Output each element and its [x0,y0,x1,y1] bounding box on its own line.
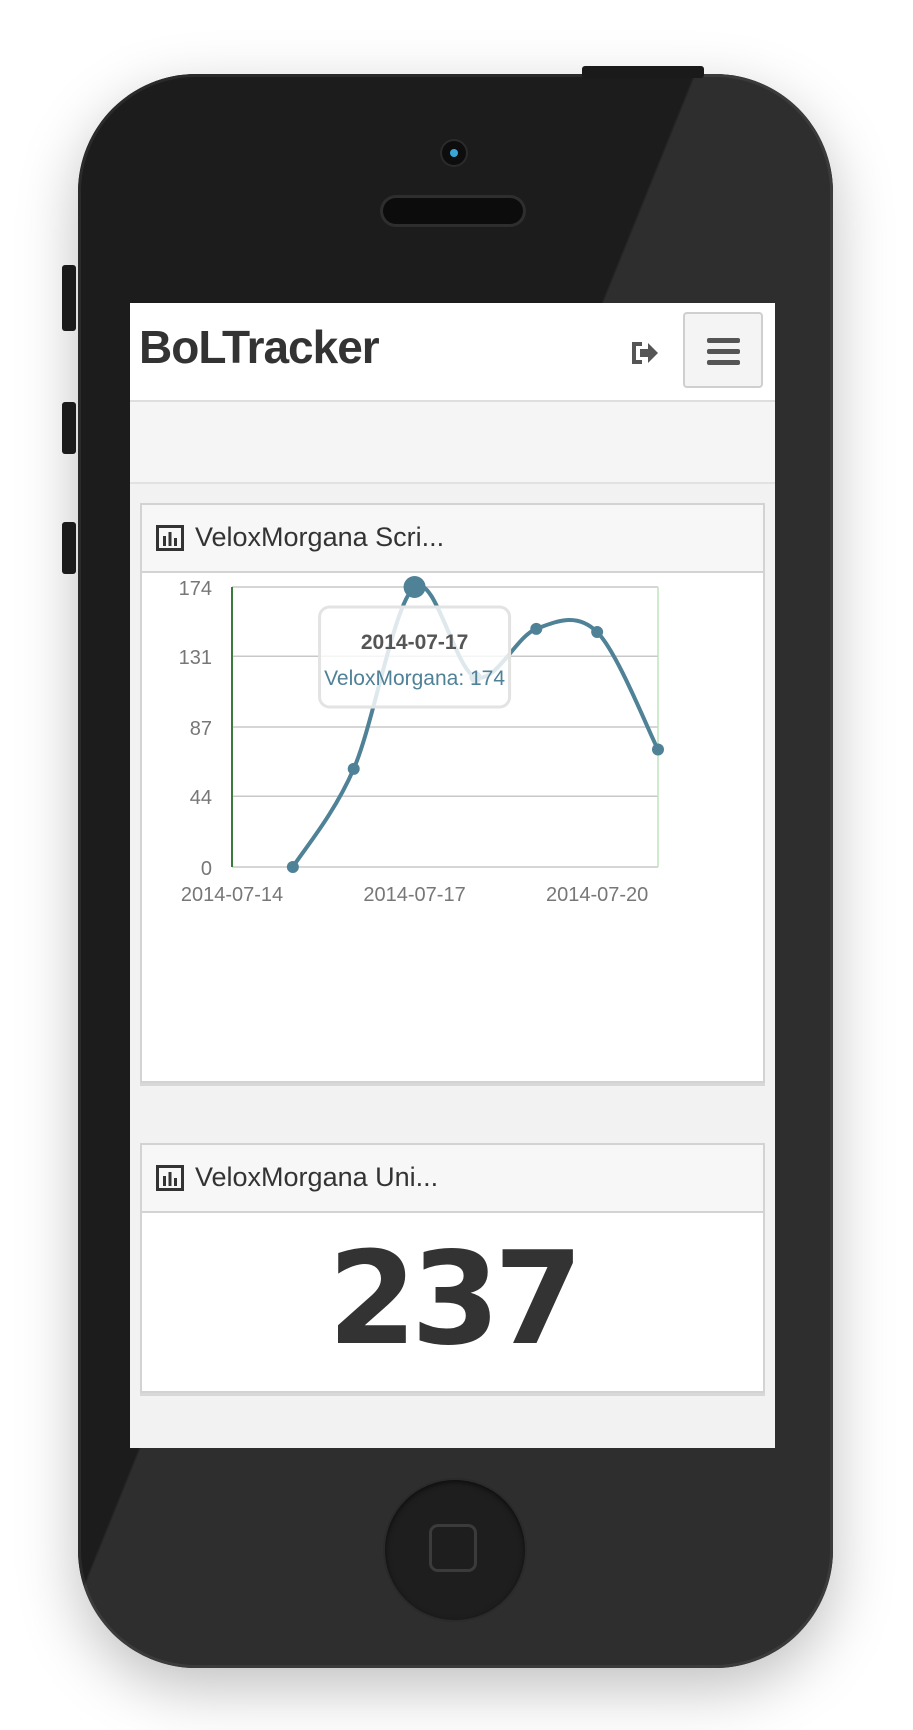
y-tick-label: 131 [179,647,212,669]
data-point [530,622,543,635]
y-tick-label: 174 [179,578,212,600]
home-square-icon [429,1524,477,1572]
toolbar-area [130,402,775,484]
data-point [403,576,426,598]
stat-panel: VeloxMorgana Uni... 237 [140,1143,765,1393]
y-tick-label: 87 [190,718,212,740]
chart-panel: VeloxMorgana Scri... 0 44 87 131 174 2014-07-… [140,503,765,1083]
panel-title: VeloxMorgana Scri... [195,522,445,552]
brand-logo[interactable]: BoLTracker [139,321,380,373]
earpiece-speaker [383,198,523,224]
tooltip-date: 2014-07-17 [361,631,468,654]
hamburger-menu-icon [707,349,740,354]
data-point [347,762,360,775]
hamburger-menu-icon [707,338,740,343]
volume-up-button [62,402,76,454]
stat-value: 237 [327,1225,583,1374]
tooltip-value: VeloxMorgana: 174 [324,667,505,690]
x-tick-label: 2014-07-17 [363,884,465,906]
data-point [591,626,604,639]
x-tick-label: 2014-07-20 [546,884,648,906]
data-point [286,861,299,873]
bar-chart-icon [156,525,184,551]
y-tick-label: 0 [201,858,212,880]
line-chart: 0 44 87 131 174 2014-07-14 2014-07-17 2014-07-2… [179,576,664,906]
volume-down-button [62,522,76,574]
silent-switch [62,265,76,331]
sign-out-icon[interactable] [628,338,660,368]
panel-header: VeloxMorgana Scri... [142,505,763,573]
x-tick-label: 2014-07-14 [181,884,283,906]
hamburger-menu-icon [707,360,740,365]
power-button [582,66,704,78]
data-point [652,743,664,756]
panel-header: VeloxMorgana Uni... [142,1145,763,1213]
phone-screen: BoLTracker VeloxMorgana Scri... 0 44 87 131… [130,303,775,1448]
front-camera [442,141,466,165]
bar-chart-icon [156,1165,184,1191]
tooltip-box [318,605,512,709]
y-tick-label: 44 [190,787,212,809]
navbar: BoLTracker [130,303,775,402]
panel-title: VeloxMorgana Uni... [195,1162,439,1192]
menu-toggle-button[interactable] [683,312,763,388]
home-button[interactable] [385,1480,525,1620]
